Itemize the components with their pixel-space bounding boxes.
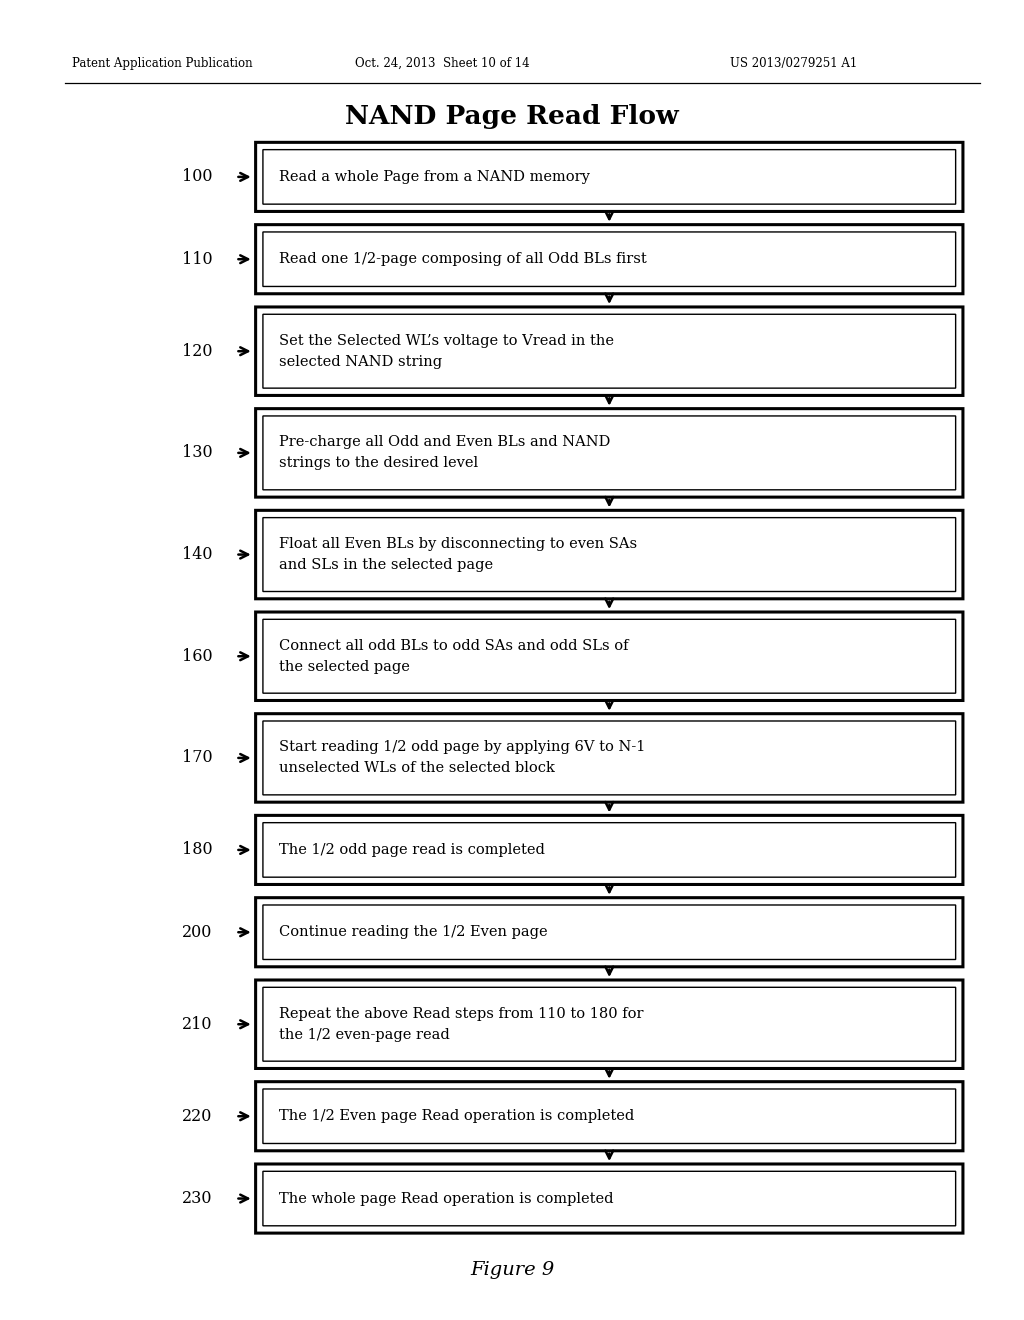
Text: Read a whole Page from a NAND memory: Read a whole Page from a NAND memory	[280, 170, 590, 183]
Text: unselected WLs of the selected block: unselected WLs of the selected block	[280, 762, 555, 775]
Text: Float all Even BLs by disconnecting to even SAs: Float all Even BLs by disconnecting to e…	[280, 537, 637, 552]
Text: NAND Page Read Flow: NAND Page Read Flow	[345, 104, 679, 128]
Text: 200: 200	[182, 924, 212, 941]
Text: the selected page: the selected page	[280, 660, 410, 673]
Text: 160: 160	[181, 648, 212, 665]
FancyBboxPatch shape	[256, 898, 963, 966]
FancyBboxPatch shape	[256, 816, 963, 884]
Text: Continue reading the 1/2 Even page: Continue reading the 1/2 Even page	[280, 925, 548, 940]
Text: selected NAND string: selected NAND string	[280, 355, 442, 368]
Text: 230: 230	[181, 1191, 212, 1206]
FancyBboxPatch shape	[256, 224, 963, 294]
FancyBboxPatch shape	[256, 308, 963, 396]
Text: 170: 170	[181, 750, 212, 767]
Text: and SLs in the selected page: and SLs in the selected page	[280, 558, 494, 572]
FancyBboxPatch shape	[256, 1081, 963, 1151]
Text: Repeat the above Read steps from 110 to 180 for: Repeat the above Read steps from 110 to …	[280, 1007, 644, 1020]
Text: Patent Application Publication: Patent Application Publication	[72, 57, 253, 70]
Text: The 1/2 Even page Read operation is completed: The 1/2 Even page Read operation is comp…	[280, 1109, 635, 1123]
Text: 100: 100	[181, 169, 212, 185]
Text: strings to the desired level: strings to the desired level	[280, 457, 478, 470]
FancyBboxPatch shape	[256, 511, 963, 599]
Text: 130: 130	[181, 445, 212, 462]
Text: Oct. 24, 2013  Sheet 10 of 14: Oct. 24, 2013 Sheet 10 of 14	[355, 57, 529, 70]
FancyBboxPatch shape	[256, 714, 963, 803]
Text: Connect all odd BLs to odd SAs and odd SLs of: Connect all odd BLs to odd SAs and odd S…	[280, 639, 629, 653]
Text: Pre-charge all Odd and Even BLs and NAND: Pre-charge all Odd and Even BLs and NAND	[280, 436, 610, 449]
Text: 140: 140	[181, 546, 212, 564]
Text: 120: 120	[181, 343, 212, 360]
Text: 210: 210	[181, 1015, 212, 1032]
FancyBboxPatch shape	[256, 612, 963, 701]
FancyBboxPatch shape	[256, 1164, 963, 1233]
Text: the 1/2 even-page read: the 1/2 even-page read	[280, 1028, 450, 1041]
Text: US 2013/0279251 A1: US 2013/0279251 A1	[730, 57, 857, 70]
FancyBboxPatch shape	[256, 979, 963, 1068]
FancyBboxPatch shape	[256, 409, 963, 498]
Text: Start reading 1/2 odd page by applying 6V to N-1: Start reading 1/2 odd page by applying 6…	[280, 741, 645, 755]
Text: Figure 9: Figure 9	[470, 1261, 554, 1279]
Text: 110: 110	[181, 251, 212, 268]
Text: The whole page Read operation is completed: The whole page Read operation is complet…	[280, 1192, 613, 1205]
Text: Read one 1/2-page composing of all Odd BLs first: Read one 1/2-page composing of all Odd B…	[280, 252, 647, 267]
FancyBboxPatch shape	[256, 143, 963, 211]
Text: 180: 180	[181, 841, 212, 858]
Text: Set the Selected WL’s voltage to Vread in the: Set the Selected WL’s voltage to Vread i…	[280, 334, 614, 347]
Text: The 1/2 odd page read is completed: The 1/2 odd page read is completed	[280, 843, 545, 857]
Text: 220: 220	[182, 1107, 212, 1125]
